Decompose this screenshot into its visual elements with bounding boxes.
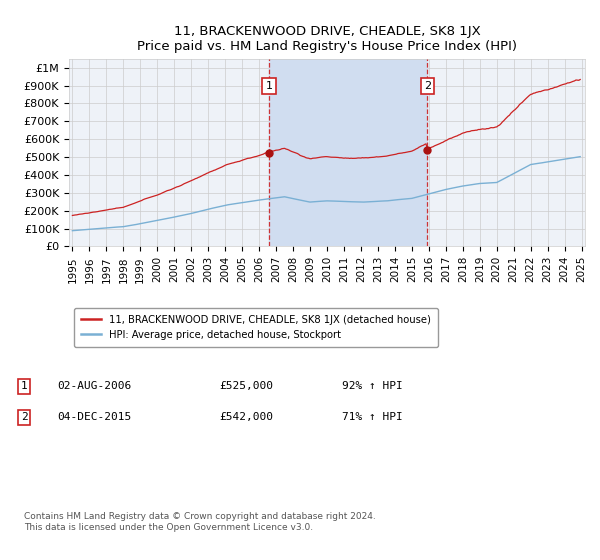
Text: 1: 1: [20, 381, 28, 391]
Legend: 11, BRACKENWOOD DRIVE, CHEADLE, SK8 1JX (detached house), HPI: Average price, de: 11, BRACKENWOOD DRIVE, CHEADLE, SK8 1JX …: [74, 307, 438, 347]
Text: Contains HM Land Registry data © Crown copyright and database right 2024.
This d: Contains HM Land Registry data © Crown c…: [24, 512, 376, 532]
Text: 04-DEC-2015: 04-DEC-2015: [57, 412, 131, 422]
Text: £525,000: £525,000: [219, 381, 273, 391]
Text: £542,000: £542,000: [219, 412, 273, 422]
Title: 11, BRACKENWOOD DRIVE, CHEADLE, SK8 1JX
Price paid vs. HM Land Registry's House : 11, BRACKENWOOD DRIVE, CHEADLE, SK8 1JX …: [137, 25, 517, 53]
Text: 2: 2: [20, 412, 28, 422]
Text: 71% ↑ HPI: 71% ↑ HPI: [342, 412, 403, 422]
Text: 1: 1: [266, 81, 272, 91]
Text: 02-AUG-2006: 02-AUG-2006: [57, 381, 131, 391]
Text: 2: 2: [424, 81, 431, 91]
Text: 92% ↑ HPI: 92% ↑ HPI: [342, 381, 403, 391]
Bar: [269, 59, 427, 246]
